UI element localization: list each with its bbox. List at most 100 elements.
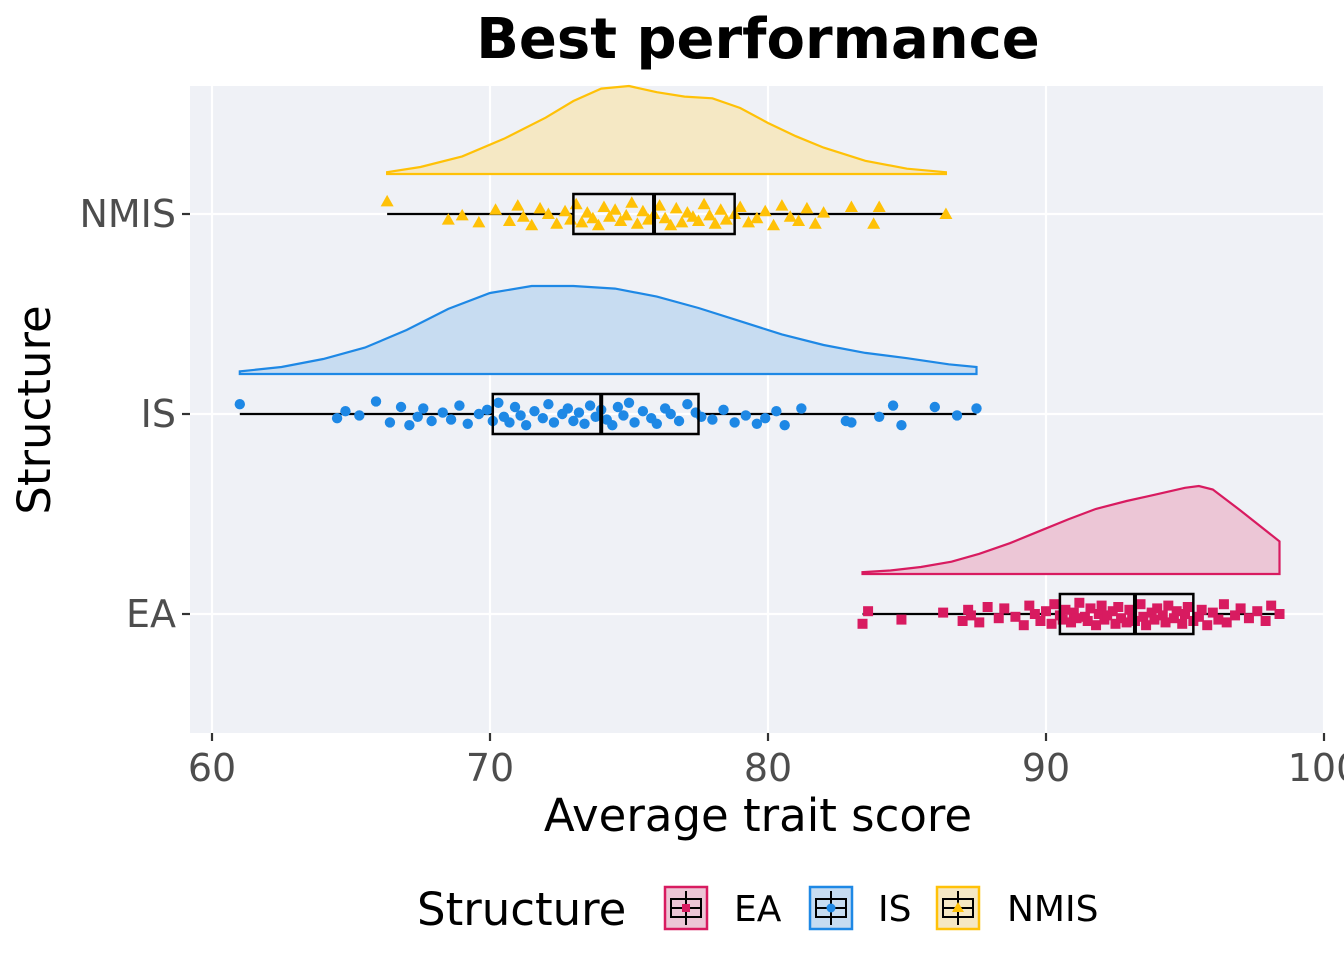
legend-key-is bbox=[808, 885, 854, 931]
point-ea bbox=[1230, 610, 1241, 621]
point-nmis bbox=[575, 215, 589, 228]
point-ea bbox=[1096, 600, 1107, 611]
point-nmis bbox=[733, 200, 747, 212]
y-tick-label-nmis: NMIS bbox=[79, 192, 176, 236]
point-is bbox=[623, 397, 635, 408]
point-is bbox=[493, 397, 504, 408]
point-is bbox=[637, 406, 649, 417]
point-ea bbox=[1041, 606, 1051, 617]
point-nmis bbox=[516, 210, 530, 222]
point-is bbox=[354, 410, 365, 421]
point-ea bbox=[965, 610, 976, 621]
point-is bbox=[618, 410, 629, 421]
point-ea bbox=[1107, 606, 1118, 617]
point-ea bbox=[1018, 620, 1029, 631]
point-nmis bbox=[591, 218, 605, 231]
point-ea bbox=[1196, 604, 1207, 615]
point-nmis bbox=[714, 203, 728, 215]
point-ea bbox=[1193, 611, 1204, 622]
point-is bbox=[673, 415, 685, 427]
x-tick-label-80: 80 bbox=[744, 746, 792, 790]
point-is bbox=[751, 418, 763, 429]
point-ea bbox=[1035, 616, 1046, 626]
legend-key-ea bbox=[663, 885, 709, 931]
point-nmis bbox=[558, 204, 572, 217]
point-ea bbox=[1010, 611, 1021, 622]
point-is bbox=[760, 413, 771, 424]
point-ea bbox=[1074, 597, 1085, 608]
point-is bbox=[568, 415, 579, 427]
point-ea bbox=[1218, 599, 1229, 610]
point-is bbox=[445, 414, 457, 425]
x-tick-label-70: 70 bbox=[466, 746, 514, 790]
point-ea bbox=[1213, 614, 1224, 625]
point-ea bbox=[1102, 610, 1113, 621]
point-ea bbox=[1135, 599, 1146, 610]
point-ea bbox=[963, 604, 974, 615]
point-nmis bbox=[658, 211, 672, 224]
legend-label-ea: EA bbox=[734, 889, 782, 930]
point-is bbox=[796, 403, 807, 414]
point-ea bbox=[1252, 606, 1263, 617]
point-is bbox=[971, 403, 982, 414]
point-nmis bbox=[586, 211, 600, 224]
point-nmis bbox=[664, 218, 678, 231]
point-ea bbox=[1141, 620, 1152, 631]
point-is bbox=[437, 407, 448, 418]
point-nmis bbox=[502, 214, 516, 226]
point-nmis bbox=[441, 213, 455, 225]
point-nmis bbox=[939, 207, 953, 219]
point-nmis bbox=[653, 199, 667, 211]
point-is bbox=[370, 396, 382, 407]
point-ea bbox=[957, 616, 968, 626]
y-tick-label-ea: EA bbox=[126, 592, 176, 636]
point-ea bbox=[1046, 618, 1057, 629]
point-is bbox=[579, 418, 590, 429]
point-nmis bbox=[533, 201, 547, 214]
point-ea bbox=[1235, 603, 1246, 614]
point-ea bbox=[1149, 614, 1160, 625]
point-ea bbox=[1024, 600, 1035, 611]
point-ea bbox=[896, 614, 907, 625]
point-ea bbox=[1049, 599, 1060, 610]
legend-key-nmis bbox=[935, 885, 981, 931]
point-ea bbox=[857, 618, 868, 629]
point-is bbox=[874, 411, 885, 422]
point-is bbox=[395, 401, 407, 413]
density-ea bbox=[861, 484, 1281, 576]
legend-title: Structure bbox=[417, 883, 626, 936]
point-is bbox=[607, 420, 618, 431]
point-is bbox=[234, 399, 245, 410]
point-is bbox=[340, 406, 351, 417]
point-nmis bbox=[597, 200, 611, 212]
point-ea bbox=[1266, 600, 1277, 611]
point-is bbox=[454, 400, 465, 411]
boxplots bbox=[239, 212, 1280, 616]
legend-key-marker-is bbox=[826, 903, 836, 913]
point-is bbox=[707, 414, 718, 425]
point-ea bbox=[1121, 617, 1132, 628]
point-ea bbox=[999, 603, 1010, 614]
point-ea bbox=[1177, 618, 1188, 629]
point-ea bbox=[1274, 609, 1285, 619]
point-nmis bbox=[380, 194, 394, 207]
point-is bbox=[612, 401, 624, 413]
point-nmis bbox=[703, 208, 717, 221]
box-is bbox=[491, 392, 700, 436]
point-is bbox=[418, 403, 429, 414]
point-is bbox=[520, 420, 532, 431]
box-ea bbox=[1058, 592, 1195, 636]
point-nmis bbox=[608, 203, 622, 215]
point-is bbox=[548, 417, 560, 428]
point-is bbox=[590, 411, 601, 422]
chart-title: Best performance bbox=[476, 7, 1040, 72]
legend-key-marker-nmis bbox=[952, 902, 964, 912]
point-ea bbox=[982, 602, 993, 612]
point-nmis bbox=[844, 200, 858, 212]
point-is bbox=[740, 410, 751, 421]
point-is bbox=[412, 411, 423, 422]
point-ea bbox=[1057, 614, 1068, 625]
point-is bbox=[779, 420, 790, 431]
point-ea bbox=[1146, 607, 1157, 618]
point-is bbox=[584, 400, 596, 411]
